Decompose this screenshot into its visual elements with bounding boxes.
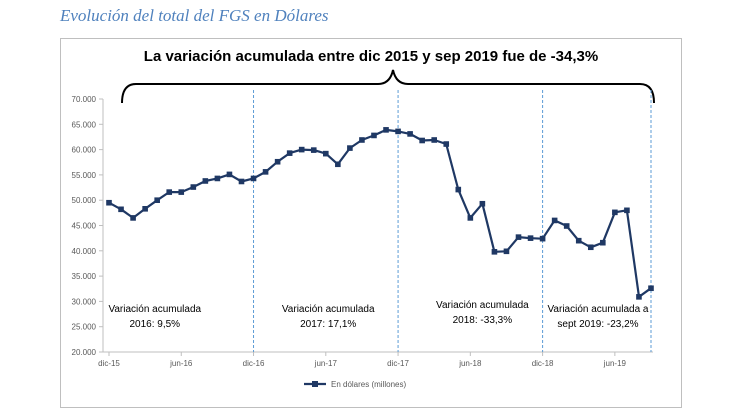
data-point bbox=[539, 235, 546, 242]
brace-path bbox=[121, 69, 655, 104]
data-point bbox=[190, 184, 197, 190]
annotation-line1: Variación acumulada bbox=[436, 300, 529, 311]
period-dividers bbox=[253, 90, 652, 352]
chart-frame bbox=[60, 38, 682, 408]
data-point bbox=[624, 207, 630, 214]
y-tick-label: 25.000 bbox=[72, 323, 97, 332]
data-point bbox=[335, 161, 341, 168]
data-point bbox=[166, 189, 173, 195]
x-tick-label: dic-18 bbox=[532, 359, 554, 368]
x-tick-label: jun-16 bbox=[169, 359, 193, 368]
data-point bbox=[515, 234, 522, 240]
data-point bbox=[587, 244, 594, 251]
data-point bbox=[503, 248, 510, 255]
x-tick-label: jun-19 bbox=[603, 359, 627, 368]
data-point bbox=[407, 131, 413, 137]
data-point bbox=[130, 215, 136, 221]
annotation-line1: Variación acumulada bbox=[282, 304, 375, 315]
data-point bbox=[359, 137, 365, 143]
data-point bbox=[323, 150, 329, 157]
data-point bbox=[226, 171, 233, 178]
data-point bbox=[467, 215, 474, 221]
x-tick-label: jun-18 bbox=[458, 359, 482, 368]
data-point bbox=[202, 178, 209, 184]
series-path bbox=[108, 128, 652, 298]
annotation-line2: 2018: -33,3% bbox=[453, 315, 513, 326]
y-tick-label: 70.000 bbox=[72, 95, 97, 104]
data-point bbox=[455, 186, 462, 193]
data-point bbox=[575, 237, 582, 244]
data-point bbox=[551, 217, 558, 224]
x-tick-label: dic-15 bbox=[98, 359, 120, 368]
y-tick-label: 45.000 bbox=[72, 222, 97, 231]
annotation-line1: Variación acumulada a bbox=[548, 304, 649, 315]
y-tick-label: 35.000 bbox=[72, 272, 97, 281]
y-tick-label: 60.000 bbox=[72, 146, 97, 155]
data-point bbox=[491, 249, 498, 255]
y-tick-label: 65.000 bbox=[72, 120, 97, 129]
chart-title: La variación acumulada entre dic 2015 y … bbox=[143, 48, 599, 65]
data-point bbox=[563, 223, 570, 229]
legend-swatch-marker bbox=[312, 381, 318, 387]
title-brace bbox=[121, 69, 655, 104]
y-tick-label: 55.000 bbox=[72, 171, 97, 180]
annotation-line2: 2017: 17,1% bbox=[300, 319, 356, 330]
y-tick-label: 50.000 bbox=[72, 196, 97, 205]
data-point bbox=[274, 158, 281, 165]
data-point bbox=[612, 209, 618, 216]
y-tick-label: 30.000 bbox=[72, 297, 97, 306]
data-point bbox=[262, 169, 269, 175]
data-point bbox=[383, 127, 389, 133]
annotation-line2: sept 2019: -23,2% bbox=[557, 319, 638, 330]
data-point bbox=[238, 178, 245, 185]
x-axis: dic-15 jun-16 dic-16 jun-17 dic-17 jun-18 dic-… bbox=[98, 351, 653, 368]
y-tick-label: 20.000 bbox=[72, 348, 97, 357]
data-point bbox=[527, 235, 534, 241]
data-point bbox=[371, 132, 377, 139]
annotation-line2: 2016: 9,5% bbox=[129, 319, 180, 330]
annotation-line1: Variación acumulada bbox=[108, 304, 201, 315]
data-point bbox=[648, 285, 654, 292]
data-point bbox=[142, 206, 148, 212]
page-title: Evolución del total del FGS en Dólares bbox=[60, 6, 329, 25]
x-tick-label: jun-17 bbox=[314, 359, 338, 368]
data-point bbox=[286, 150, 293, 156]
legend: En dólares (millones) bbox=[304, 380, 406, 389]
data-point bbox=[395, 128, 401, 135]
data-point bbox=[443, 141, 450, 147]
data-point bbox=[479, 200, 486, 207]
legend-label: En dólares (millones) bbox=[331, 380, 406, 389]
y-axis: 20.000 25.000 30.000 35.000 40.000 45.000 50.0… bbox=[72, 95, 104, 357]
series-line bbox=[106, 127, 654, 300]
data-point bbox=[419, 137, 425, 144]
x-tick-label: dic-16 bbox=[243, 359, 265, 368]
x-tick-label: dic-17 bbox=[387, 359, 409, 368]
data-point bbox=[154, 197, 160, 203]
data-point bbox=[347, 145, 353, 151]
data-point bbox=[636, 294, 642, 300]
data-point bbox=[106, 199, 112, 206]
data-point bbox=[178, 189, 185, 195]
data-point bbox=[298, 146, 305, 153]
data-point bbox=[600, 239, 606, 246]
annotations: Variación acumulada 2016: 9,5% Variación a… bbox=[108, 300, 648, 330]
data-point bbox=[431, 137, 437, 143]
data-point bbox=[250, 175, 257, 182]
data-point bbox=[118, 206, 124, 213]
y-tick-label: 40.000 bbox=[72, 247, 97, 256]
data-point bbox=[310, 147, 317, 153]
data-point bbox=[214, 175, 221, 182]
